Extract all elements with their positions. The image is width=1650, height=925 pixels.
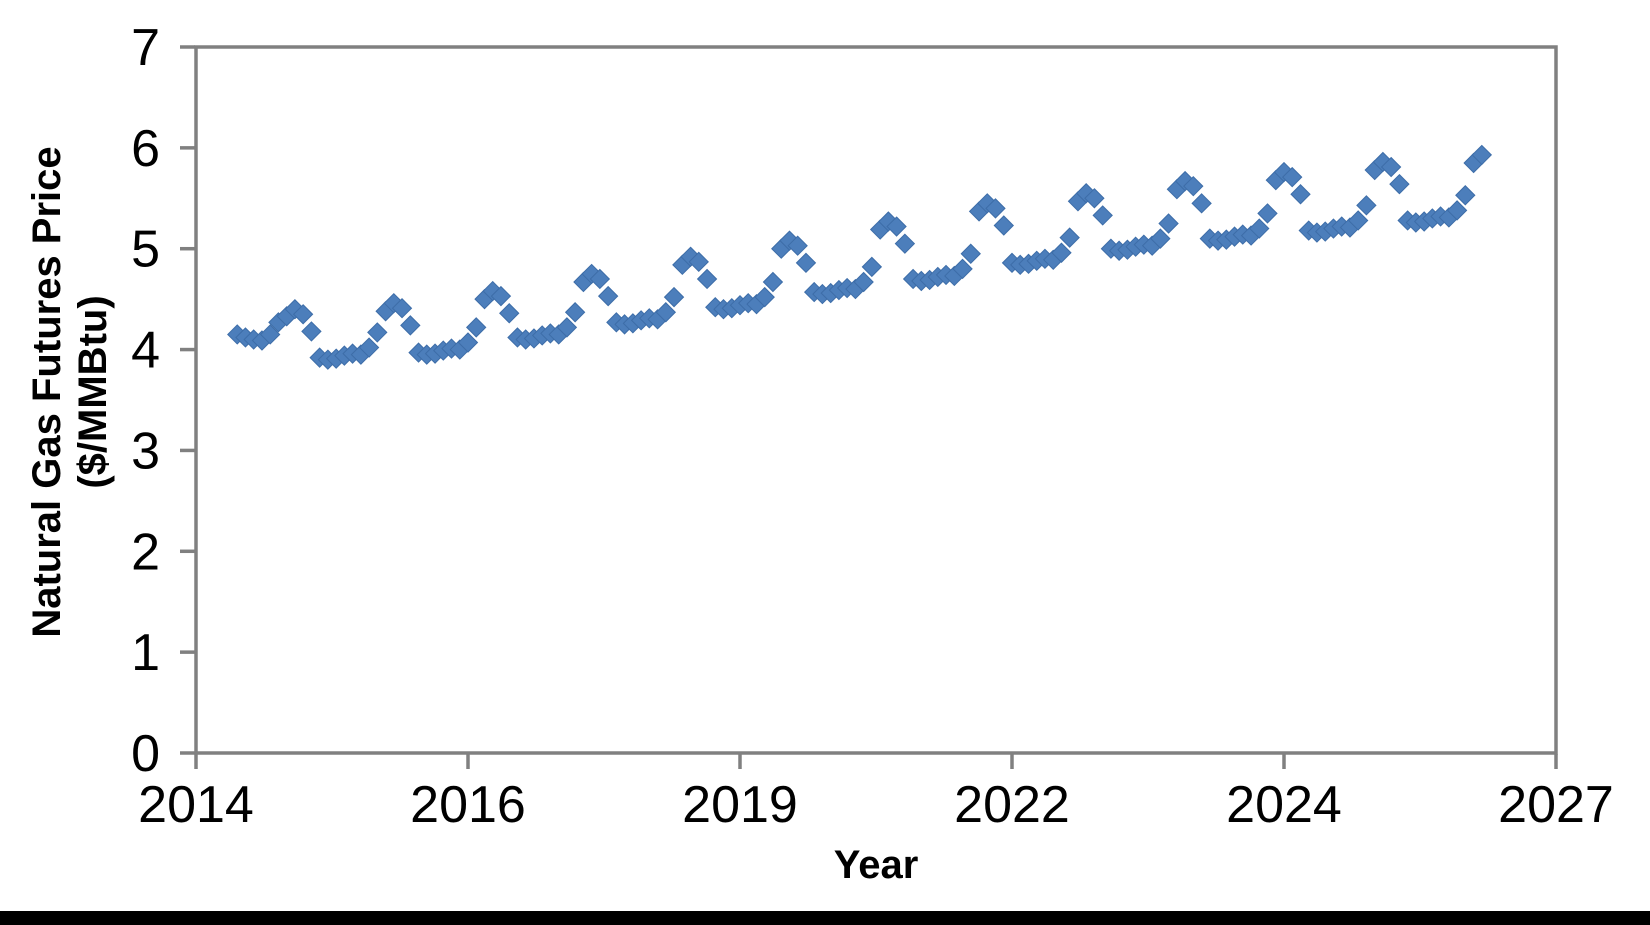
data-point-marker (985, 198, 1006, 219)
data-point-marker (1282, 166, 1303, 188)
data-point-marker (1191, 193, 1212, 214)
data-point-marker (1257, 203, 1278, 224)
data-point-marker (358, 337, 380, 358)
data-point-marker (655, 302, 677, 323)
data-point-marker (952, 258, 973, 280)
data-point-marker (292, 304, 314, 325)
y-tick-label: 2 (131, 523, 160, 581)
data-point-marker (960, 243, 981, 264)
data-point-marker (1380, 156, 1402, 178)
data-point-marker (1356, 195, 1377, 216)
data-point-marker (466, 317, 487, 338)
data-point-marker (589, 268, 611, 290)
plot-area-frame (194, 45, 1558, 755)
y-axis-ticks: 0 1 2 3 4 5 6 7 (131, 19, 195, 783)
data-point-marker (1446, 200, 1468, 221)
data-point-marker (1347, 210, 1369, 231)
x-tick-label: 2024 (1226, 776, 1342, 834)
data-point-marker (490, 285, 512, 307)
data-point-marker (1051, 242, 1072, 263)
data-point-marker (861, 256, 883, 278)
y-tick-label: 4 (131, 322, 160, 380)
y-tick-label: 1 (131, 624, 160, 682)
data-point-marker (762, 271, 784, 293)
data-point-marker (1092, 205, 1113, 226)
data-point-marker (1084, 188, 1105, 209)
data-point-marker (367, 322, 388, 343)
data-point-marker (754, 286, 775, 308)
y-tick-label: 5 (131, 221, 160, 279)
y-axis-title-line1: Natural Gas Futures Price (25, 146, 69, 637)
x-axis-ticks: 2014 2016 2019 2022 2024 2027 (138, 754, 1614, 834)
data-point-marker (663, 286, 685, 308)
data-point-marker (787, 235, 808, 256)
x-tick-label: 2019 (682, 776, 798, 834)
data-point-marker (301, 321, 322, 342)
data-point-marker (993, 215, 1014, 236)
data-point-marker (1455, 185, 1476, 206)
y-tick-label: 3 (131, 422, 160, 480)
data-point-marker (795, 252, 817, 274)
data-point-marker (1183, 175, 1204, 197)
y-tick-label: 7 (131, 19, 160, 77)
data-point-marker (1150, 228, 1171, 249)
x-tick-label: 2014 (138, 776, 254, 834)
data-point-series (227, 144, 1493, 370)
data-point-marker (696, 268, 718, 290)
data-point-marker (597, 285, 619, 307)
data-point-marker (886, 216, 907, 237)
x-tick-label: 2027 (1498, 776, 1614, 834)
data-point-marker (1290, 184, 1311, 205)
data-point-marker (499, 303, 520, 324)
data-point-marker (1249, 218, 1270, 239)
y-tick-label: 0 (131, 725, 160, 783)
data-point-marker (564, 302, 586, 323)
data-point-marker (1059, 227, 1080, 248)
data-point-marker (1158, 213, 1179, 234)
footer-bar (0, 911, 1650, 925)
data-point-marker (400, 315, 421, 336)
x-tick-label: 2022 (954, 776, 1070, 834)
x-axis-title: Year (834, 843, 919, 887)
data-point-marker (1471, 144, 1493, 166)
data-point-marker (391, 298, 413, 319)
data-point-marker (1389, 173, 1410, 195)
data-point-marker (853, 271, 874, 293)
data-point-marker (556, 317, 578, 338)
data-point-marker (894, 233, 916, 254)
x-tick-label: 2016 (410, 776, 526, 834)
data-point-marker (259, 324, 281, 345)
y-tick-label: 6 (131, 120, 160, 178)
y-axis-title-line2: ($/MMBtu) (71, 295, 115, 488)
data-point-marker (688, 251, 709, 273)
data-point-marker (457, 332, 479, 353)
